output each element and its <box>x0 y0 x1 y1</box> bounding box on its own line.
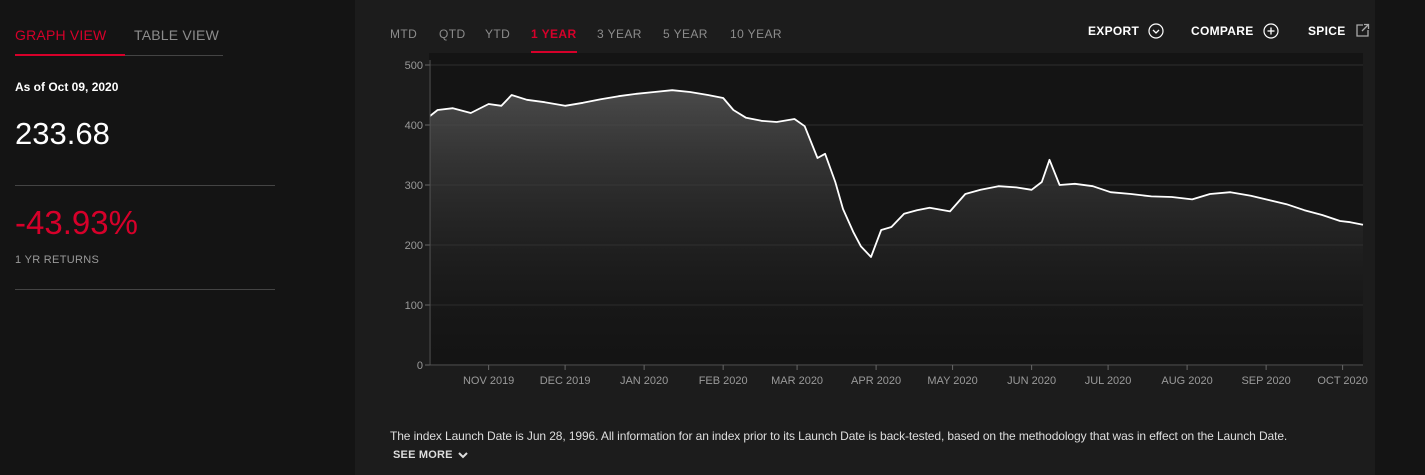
returns-value: -43.93% <box>15 204 138 241</box>
active-tab-indicator <box>15 54 125 56</box>
x-tick-label: MAY 2020 <box>927 375 977 387</box>
x-tick-label: DEC 2019 <box>540 375 591 387</box>
external-link-icon <box>1355 23 1369 37</box>
y-tick-label: 100 <box>405 300 423 312</box>
divider <box>15 289 275 290</box>
spice-label: SPICE <box>1308 23 1346 38</box>
period-tab-10-year[interactable]: 10 YEAR <box>730 27 782 41</box>
plus-circle-icon <box>1262 23 1279 39</box>
x-tick-label: JAN 2020 <box>620 375 668 387</box>
x-tick-label: OCT 2020 <box>1317 375 1368 387</box>
period-tab-qtd[interactable]: QTD <box>439 27 466 41</box>
tab-table-view[interactable]: TABLE VIEW <box>134 27 219 43</box>
y-tick-label: 400 <box>405 120 423 132</box>
chevron-down-icon <box>457 452 468 459</box>
y-tick-label: 200 <box>405 240 423 252</box>
x-tick-label: MAR 2020 <box>771 375 823 387</box>
x-tick-label: SEP 2020 <box>1241 375 1290 387</box>
returns-label: 1 YR RETURNS <box>15 254 100 266</box>
spice-button[interactable]: SPICE <box>1308 23 1370 38</box>
x-tick-label: NOV 2019 <box>463 375 514 387</box>
y-tick-label: 300 <box>405 180 423 192</box>
see-more-label: SEE MORE <box>393 449 453 461</box>
period-tab-1-year[interactable]: 1 YEAR <box>531 27 577 41</box>
period-tab-mtd[interactable]: MTD <box>390 27 418 41</box>
y-tick-label: 500 <box>405 60 423 72</box>
x-tick-label: JUN 2020 <box>1007 375 1056 387</box>
divider <box>15 185 275 186</box>
launch-date-note: The index Launch Date is Jun 28, 1996. A… <box>390 429 1288 443</box>
summary-panel: GRAPH VIEW TABLE VIEW As of Oct 09, 2020… <box>0 0 290 475</box>
export-button[interactable]: EXPORT <box>1088 23 1164 39</box>
x-tick-label: FEB 2020 <box>699 375 748 387</box>
x-tick-label: APR 2020 <box>851 375 901 387</box>
see-more-link[interactable]: SEE MORE <box>393 449 469 461</box>
performance-chart: 0 100 200 300 400 500 NOV 2019 DEC 2019 JAN 202… <box>405 53 1368 387</box>
x-tick-label: JUL 2020 <box>1085 375 1132 387</box>
chevron-circle-icon <box>1148 23 1164 39</box>
x-tick-label: AUG 2020 <box>1161 375 1212 387</box>
active-period-indicator <box>531 51 577 53</box>
view-tabs: GRAPH VIEW TABLE VIEW <box>15 0 223 56</box>
as-of-date: As of Oct 09, 2020 <box>15 80 119 94</box>
area-fill <box>430 90 1363 365</box>
compare-label: COMPARE <box>1191 24 1254 38</box>
series-line <box>429 89 1364 258</box>
period-tab-5-year[interactable]: 5 YEAR <box>663 27 708 41</box>
index-value: 233.68 <box>15 116 110 151</box>
export-label: EXPORT <box>1088 24 1140 38</box>
compare-button[interactable]: COMPARE <box>1191 23 1279 39</box>
period-tab-3-year[interactable]: 3 YEAR <box>597 27 642 41</box>
period-tab-ytd[interactable]: YTD <box>485 27 511 41</box>
chart-panel: MTD QTD YTD 1 YEAR 3 YEAR 5 YEAR 10 YEAR… <box>355 0 1375 475</box>
tab-graph-view[interactable]: GRAPH VIEW <box>15 27 107 43</box>
y-tick-label: 0 <box>417 360 423 372</box>
